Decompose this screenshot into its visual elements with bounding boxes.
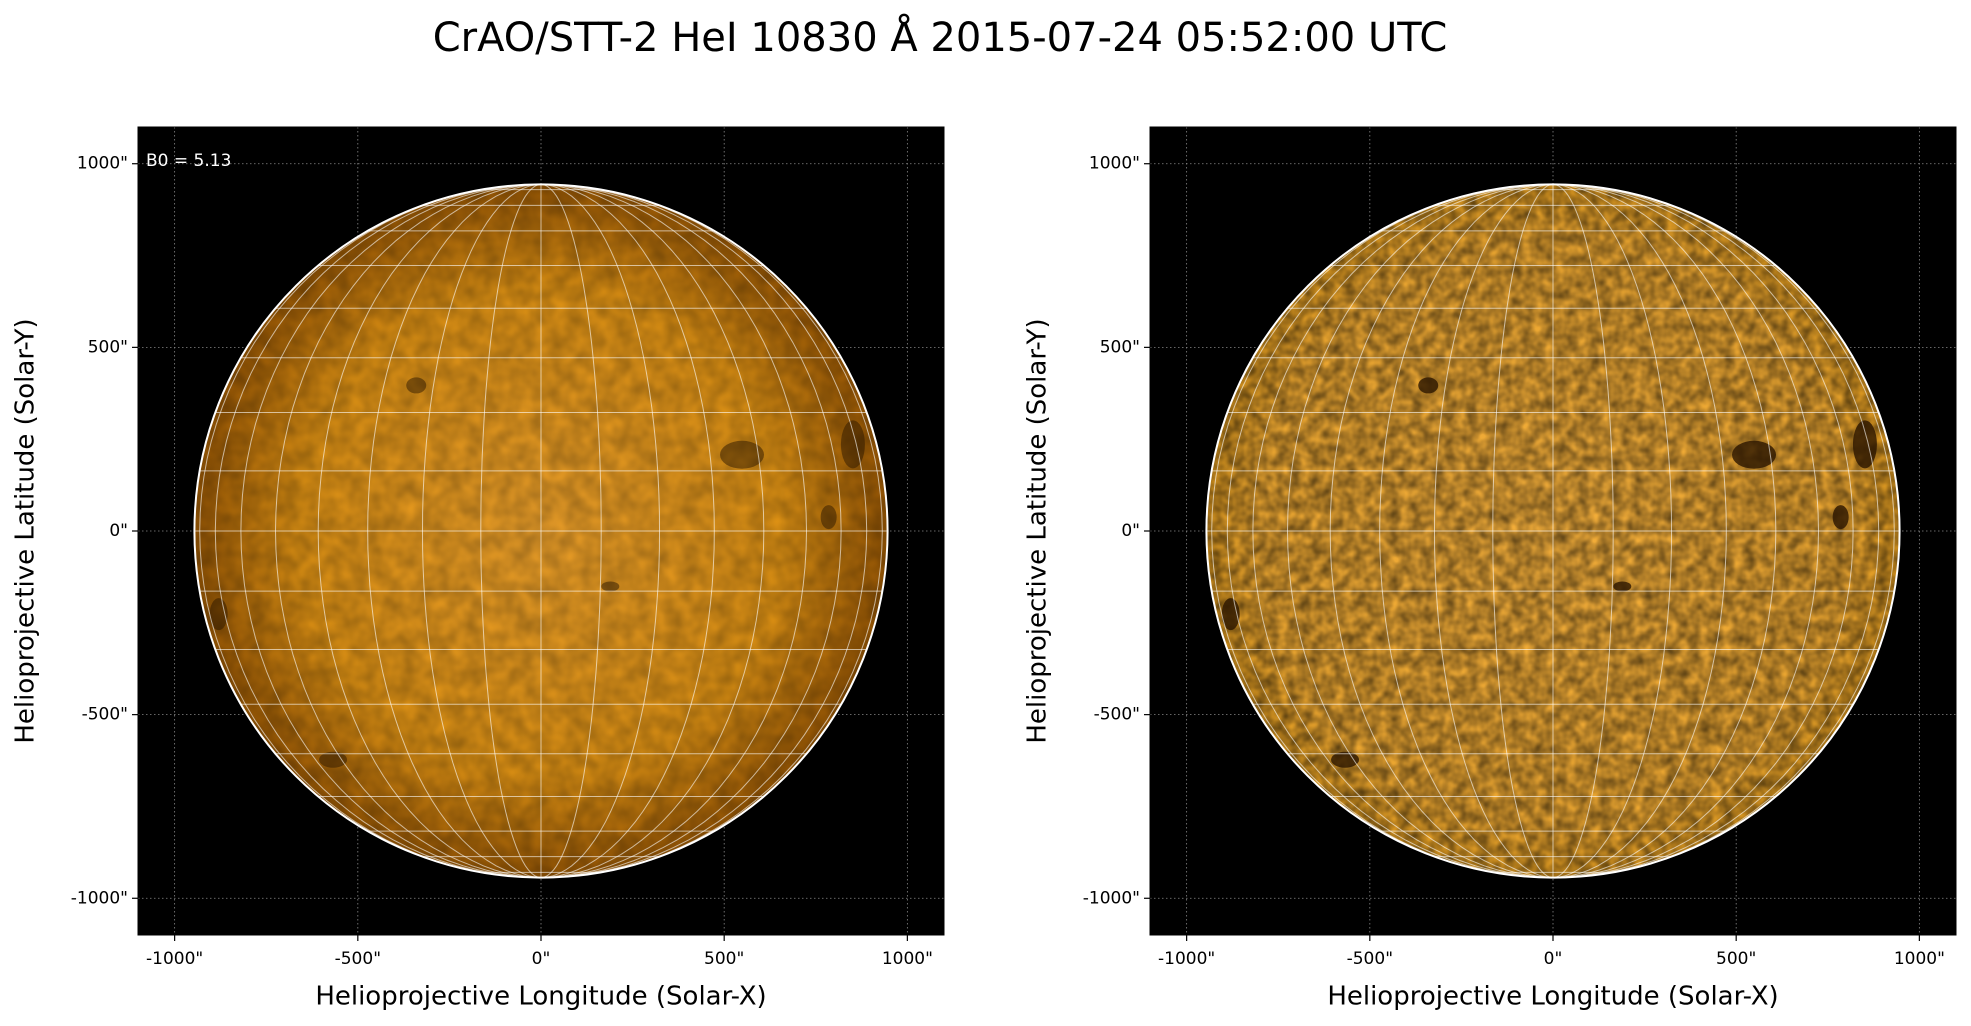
x-tick-label: -1000" <box>1158 949 1215 969</box>
y-tick-label: -500" <box>1094 705 1140 725</box>
annotation: B0 = 5.13 <box>146 151 231 171</box>
dark-feature <box>1832 505 1849 530</box>
x-tick-label: 500" <box>1716 949 1756 969</box>
x-tick-label: -500" <box>335 949 381 969</box>
dark-feature <box>601 581 620 592</box>
dark-feature <box>1852 420 1877 469</box>
y-axis-label: Helioprojective Latitude (Solar-Y) <box>1023 318 1053 743</box>
x-tick-label: -1000" <box>146 949 203 969</box>
y-axis-label: Helioprojective Latitude (Solar-Y) <box>11 318 41 743</box>
solar-limb <box>193 183 889 879</box>
y-tick-label: 1000" <box>77 154 128 174</box>
figure-title: CrAO/STT-2 HeI 10830 Å 2015-07-24 05:52:… <box>433 13 1448 61</box>
x-tick-label: 500" <box>704 949 744 969</box>
dark-feature <box>1732 440 1777 469</box>
y-tick-label: 0" <box>1121 521 1140 541</box>
axes-frame <box>1149 126 1957 936</box>
y-tick-label: 1000" <box>1089 154 1140 174</box>
x-axis-label: Helioprojective Longitude (Solar-X) <box>1327 982 1778 1012</box>
y-tick-label: 500" <box>1100 337 1140 357</box>
y-tick-label: -1000" <box>71 888 128 908</box>
dark-feature <box>1331 751 1360 768</box>
dark-feature <box>820 505 837 530</box>
dark-feature <box>1418 377 1439 394</box>
x-tick-label: 1000" <box>1894 949 1945 969</box>
x-axis-label: Helioprojective Longitude (Solar-X) <box>315 982 766 1012</box>
x-tick-label: 0" <box>532 949 551 969</box>
y-tick-label: -1000" <box>1083 888 1140 908</box>
y-tick-label: 500" <box>88 337 128 357</box>
dark-feature <box>406 377 427 394</box>
dark-feature <box>720 440 765 469</box>
x-tick-label: 0" <box>1544 949 1563 969</box>
y-tick-label: 0" <box>109 521 128 541</box>
x-tick-label: -500" <box>1347 949 1393 969</box>
solar-limb <box>1205 183 1901 879</box>
y-tick-label: -500" <box>82 705 128 725</box>
dark-feature <box>1613 581 1632 592</box>
dark-feature <box>840 420 865 469</box>
axes-frame <box>137 126 945 936</box>
x-tick-label: 1000" <box>882 949 933 969</box>
dark-feature <box>319 751 348 768</box>
